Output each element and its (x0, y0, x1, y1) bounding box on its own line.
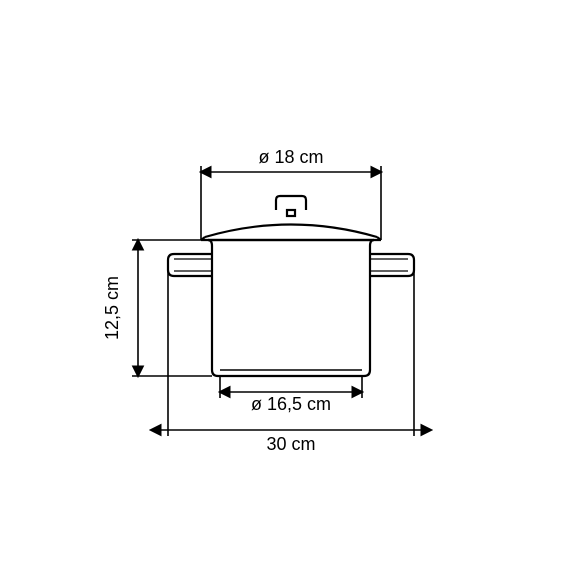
pot-illustration (168, 196, 414, 376)
label-total-width: 30 cm (266, 434, 315, 454)
pot-dimension-diagram: ø 18 cm 12,5 cm ø 16,5 cm 30 cm (0, 0, 580, 580)
label-lid-diameter: ø 18 cm (258, 147, 323, 167)
dimension-annotations: ø 18 cm 12,5 cm ø 16,5 cm 30 cm (102, 147, 431, 454)
label-height: 12,5 cm (102, 276, 122, 340)
diagram-stage: ø 18 cm 12,5 cm ø 16,5 cm 30 cm (0, 0, 580, 580)
label-base-diameter: ø 16,5 cm (251, 394, 331, 414)
